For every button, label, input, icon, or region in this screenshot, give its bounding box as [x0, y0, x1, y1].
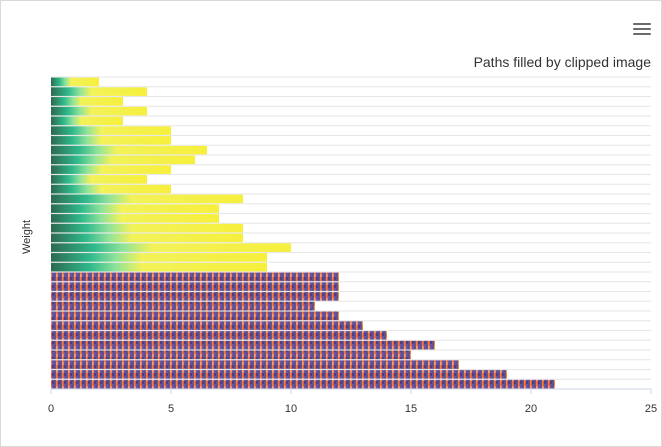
hamburger-menu-icon[interactable] — [633, 23, 651, 37]
bar[interactable] — [51, 116, 123, 126]
bar[interactable] — [51, 145, 207, 155]
x-tick-label: 15 — [405, 403, 417, 415]
chart-title: Paths filled by clipped image — [473, 54, 651, 70]
bar[interactable] — [51, 126, 171, 135]
bar[interactable] — [51, 253, 267, 262]
x-tick-label: 25 — [645, 403, 657, 415]
bar[interactable] — [51, 165, 171, 174]
x-tick-label: 5 — [168, 403, 174, 415]
bar[interactable] — [51, 175, 147, 184]
bar[interactable] — [51, 184, 171, 194]
bar[interactable] — [51, 194, 243, 204]
bar[interactable] — [51, 370, 507, 379]
x-tick-label: 0 — [48, 403, 54, 415]
bar[interactable] — [51, 311, 339, 321]
bar[interactable] — [51, 301, 315, 311]
bar[interactable] — [51, 136, 171, 145]
bar[interactable] — [51, 272, 339, 282]
bar[interactable] — [51, 204, 219, 213]
bar[interactable] — [51, 321, 363, 330]
bar[interactable] — [51, 233, 243, 243]
bar[interactable] — [51, 243, 291, 252]
bar[interactable] — [51, 106, 147, 116]
bar[interactable] — [51, 282, 339, 291]
bar[interactable] — [51, 155, 195, 165]
bar[interactable] — [51, 350, 411, 360]
bar[interactable] — [51, 97, 123, 106]
bar[interactable] — [51, 331, 387, 340]
bar[interactable] — [51, 360, 459, 369]
bar[interactable] — [51, 214, 219, 223]
x-tick-label: 10 — [285, 403, 297, 415]
bar[interactable] — [51, 77, 99, 87]
bar[interactable] — [51, 223, 243, 233]
bar[interactable] — [51, 340, 435, 350]
x-tick-label: 20 — [525, 403, 537, 415]
bar[interactable] — [51, 87, 147, 96]
bar[interactable] — [51, 292, 339, 301]
bar[interactable] — [51, 379, 555, 389]
bar[interactable] — [51, 262, 267, 272]
